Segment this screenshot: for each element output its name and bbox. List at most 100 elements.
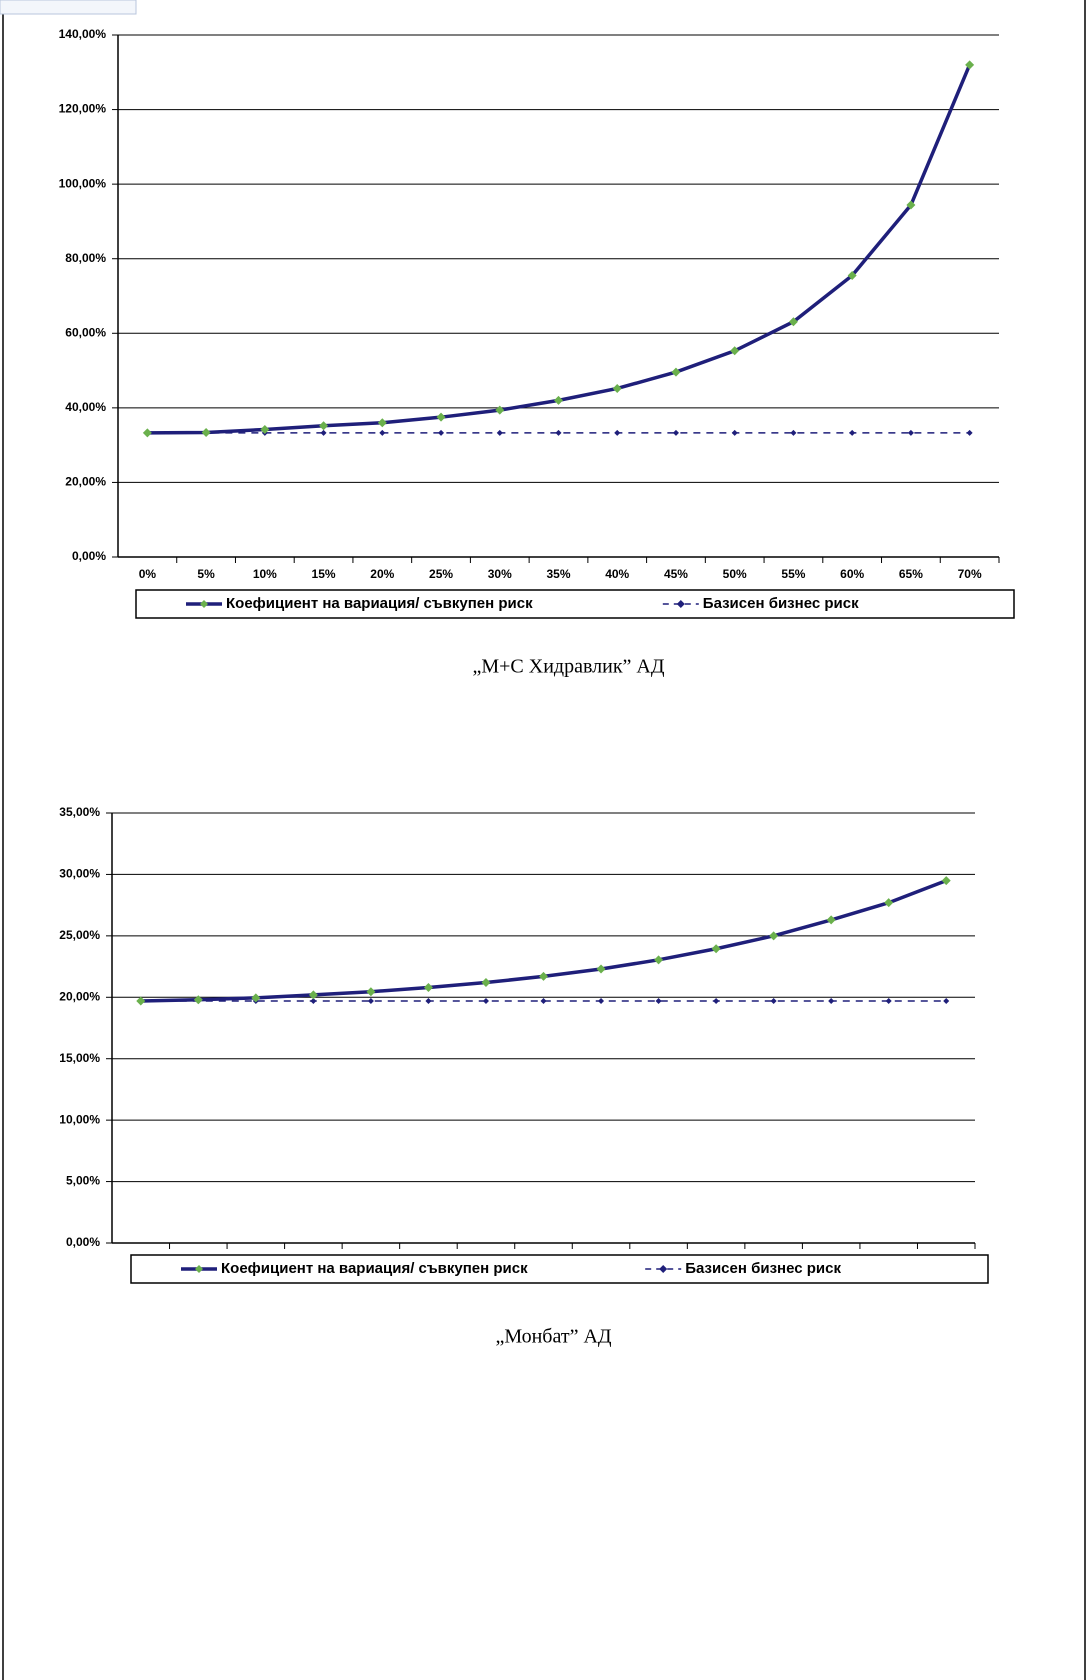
x-tick-label: 40% <box>605 567 629 581</box>
marker <box>596 964 606 974</box>
marker <box>731 429 738 436</box>
x-tick-label: 5% <box>197 567 215 581</box>
marker <box>555 429 562 436</box>
y-tick-label: 0,00% <box>66 1235 100 1249</box>
marker <box>496 429 503 436</box>
marker <box>251 993 261 1003</box>
marker <box>367 997 374 1004</box>
marker <box>136 996 146 1006</box>
marker <box>614 429 621 436</box>
marker <box>654 955 664 965</box>
marker <box>907 429 914 436</box>
marker <box>884 898 894 908</box>
marker <box>438 429 445 436</box>
y-tick-label: 60,00% <box>65 325 106 339</box>
marker <box>672 429 679 436</box>
marker <box>201 427 211 437</box>
y-tick-label: 35,00% <box>59 805 100 819</box>
marker <box>612 383 622 393</box>
y-tick-label: 40,00% <box>65 400 106 414</box>
marker <box>319 421 329 431</box>
marker <box>142 428 152 438</box>
marker <box>377 418 387 428</box>
x-tick-label: 15% <box>312 567 336 581</box>
x-tick-label: 50% <box>723 567 747 581</box>
marker <box>671 367 681 377</box>
x-tick-label: 55% <box>781 567 805 581</box>
x-tick-label: 20% <box>370 567 394 581</box>
x-tick-label: 45% <box>664 567 688 581</box>
x-tick-label: 35% <box>546 567 570 581</box>
marker <box>965 60 975 70</box>
legend-label: Коефициент на вариация/ съвкупен риск <box>221 1260 528 1277</box>
marker <box>423 982 433 992</box>
y-tick-label: 80,00% <box>65 251 106 265</box>
y-tick-label: 20,00% <box>65 475 106 489</box>
legend-marker <box>676 600 685 608</box>
marker <box>436 412 446 422</box>
marker <box>847 270 857 280</box>
legend-marker <box>195 1265 203 1273</box>
marker <box>790 429 797 436</box>
marker <box>540 997 547 1004</box>
marker <box>655 997 662 1004</box>
marker <box>495 405 505 415</box>
x-tick-label: 25% <box>429 567 453 581</box>
x-tick-label: 10% <box>253 567 277 581</box>
y-tick-label: 140,00% <box>59 27 107 41</box>
tab <box>0 0 137 15</box>
y-tick-label: 20,00% <box>59 989 100 1003</box>
marker <box>828 997 835 1004</box>
legend-marker <box>200 600 208 608</box>
marker <box>539 971 548 981</box>
marker <box>769 931 779 941</box>
marker <box>481 978 491 988</box>
marker <box>849 429 856 436</box>
y-tick-label: 30,00% <box>59 867 100 881</box>
marker <box>425 997 432 1004</box>
y-tick-label: 120,00% <box>59 102 107 116</box>
marker <box>310 997 317 1004</box>
y-tick-label: 100,00% <box>59 176 107 190</box>
marker <box>826 915 836 925</box>
marker <box>711 944 721 954</box>
marker <box>482 997 489 1004</box>
x-tick-label: 60% <box>840 567 864 581</box>
marker <box>966 429 973 436</box>
legend-label: Коефициент на вариация/ съвкупен риск <box>226 595 533 612</box>
marker <box>943 997 950 1004</box>
legend-label: Базисен бизнес риск <box>703 595 859 612</box>
marker <box>260 424 270 434</box>
series-line <box>140 878 947 1003</box>
series-line <box>147 64 972 435</box>
legend <box>130 1254 989 1284</box>
x-tick-label: 65% <box>899 567 923 581</box>
marker <box>554 395 563 405</box>
marker <box>366 987 376 997</box>
caption: „М+С Хидравлик” АД <box>472 656 664 678</box>
marker <box>941 876 951 886</box>
marker <box>770 997 777 1004</box>
x-tick-label: 70% <box>958 567 982 581</box>
y-tick-label: 0,00% <box>72 549 106 563</box>
x-tick-label: 0% <box>139 567 157 581</box>
marker <box>788 317 798 327</box>
legend-marker <box>659 1265 668 1273</box>
legend-label: Базисен бизнес риск <box>685 1260 841 1277</box>
y-tick-label: 25,00% <box>59 928 100 942</box>
marker <box>906 200 916 210</box>
y-tick-label: 10,00% <box>59 1112 100 1126</box>
marker <box>885 997 892 1004</box>
x-tick-label: 30% <box>488 567 512 581</box>
legend <box>135 589 1015 619</box>
marker <box>320 429 327 436</box>
marker <box>379 429 386 436</box>
y-tick-label: 15,00% <box>59 1051 100 1065</box>
caption: „Монбат” АД <box>495 1326 611 1348</box>
marker <box>193 995 203 1005</box>
marker <box>308 990 318 1000</box>
y-tick-label: 5,00% <box>66 1174 100 1188</box>
marker <box>730 346 740 356</box>
